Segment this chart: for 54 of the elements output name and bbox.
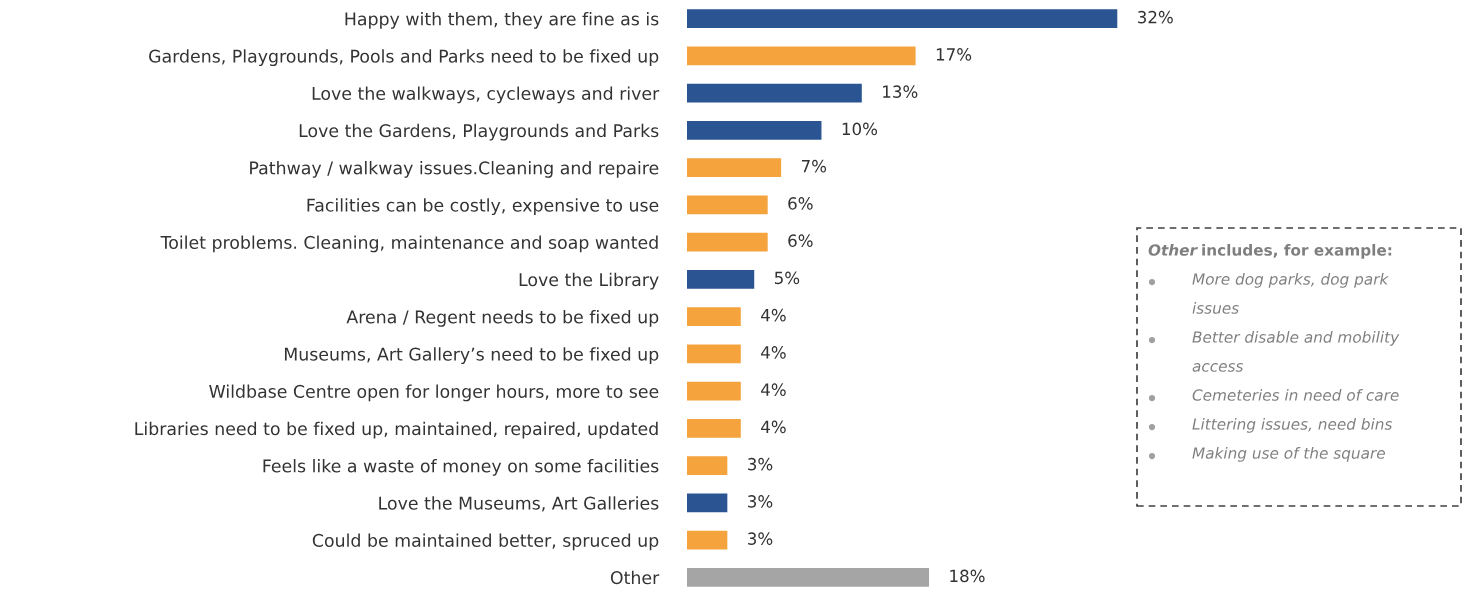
y-tick-label: Libraries need to be fixed up, maintained, repaired, updated: [135, 421, 658, 439]
y-tick-label: Facilities can be costly, expensive to use: [307, 198, 659, 216]
y-tick-label: Wildbase Centre open for longer hours, more to see: [209, 384, 659, 402]
bar: [687, 493, 728, 513]
y-tick-label: Arena / Regent needs to be fixed up: [346, 310, 659, 327]
bar: [687, 568, 930, 587]
data-label: 3%: [748, 457, 773, 471]
bar: [687, 456, 728, 475]
bar: [687, 232, 768, 252]
data-label: 4%: [761, 308, 786, 322]
text: Better disable and mobility access: [1192, 331, 1400, 372]
y-tick-label: Museums, Art Gallery’s need to be fixed up: [284, 347, 659, 365]
bar: [687, 530, 728, 550]
y-tick-label: Love the walkways, cycleways and river: [312, 86, 660, 104]
data-label: 5%: [774, 271, 800, 285]
data-label: 10%: [842, 122, 878, 136]
data-label: 18%: [950, 569, 985, 583]
text: More dog parks, dog park issues: [1192, 273, 1389, 314]
data-label: 17%: [936, 48, 972, 61]
data-label: 6%: [788, 234, 813, 247]
text: Littering issues, need bins: [1192, 418, 1393, 433]
bar: [687, 9, 1118, 28]
data-label: 4%: [761, 346, 786, 359]
bar: [687, 381, 741, 401]
data-label: 32%: [1138, 10, 1173, 24]
text: Making use of the square: [1192, 447, 1385, 462]
data-label: 7%: [801, 159, 827, 173]
data-label: 6%: [788, 197, 813, 210]
data-label: 13%: [883, 85, 918, 98]
text: Cemeteries in need of care: [1192, 389, 1399, 401]
data-label: 4%: [761, 383, 786, 396]
y-tick-label: Love the Library: [519, 272, 659, 290]
y-tick-label: Love the Museums, Art Galleries: [379, 496, 659, 512]
bar: [687, 83, 862, 103]
y-tick-label: Happy with them, they are fine as is: [345, 12, 659, 29]
bar: [687, 419, 741, 438]
bar: [687, 195, 768, 215]
y-tick-label: Could be maintained better, spruced up: [312, 533, 659, 551]
bar: [687, 270, 755, 289]
y-tick-label: Other: [610, 570, 660, 585]
y-tick-label: Feels like a waste of money on some facilities: [263, 459, 659, 476]
bar: [687, 46, 916, 66]
bar: [687, 307, 741, 326]
bar: [687, 344, 741, 364]
bar: [687, 158, 782, 177]
text: Other includes, for example:: [1148, 244, 1392, 259]
y-tick-label: Pathway / walkway issues.Cleaning and repaire: [250, 161, 659, 178]
data-label: 4%: [761, 420, 786, 434]
bar: [687, 121, 822, 140]
data-label: 3%: [748, 495, 773, 508]
y-tick-label: Love the Gardens, Playgrounds and Parks: [299, 123, 659, 141]
data-label: 3%: [748, 532, 773, 545]
y-tick-label: Toilet problems. Cleaning, maintenance and soap wanted: [160, 235, 658, 253]
y-tick-label: Gardens, Playgrounds, Pools and Parks need to be fixed up: [149, 49, 659, 67]
